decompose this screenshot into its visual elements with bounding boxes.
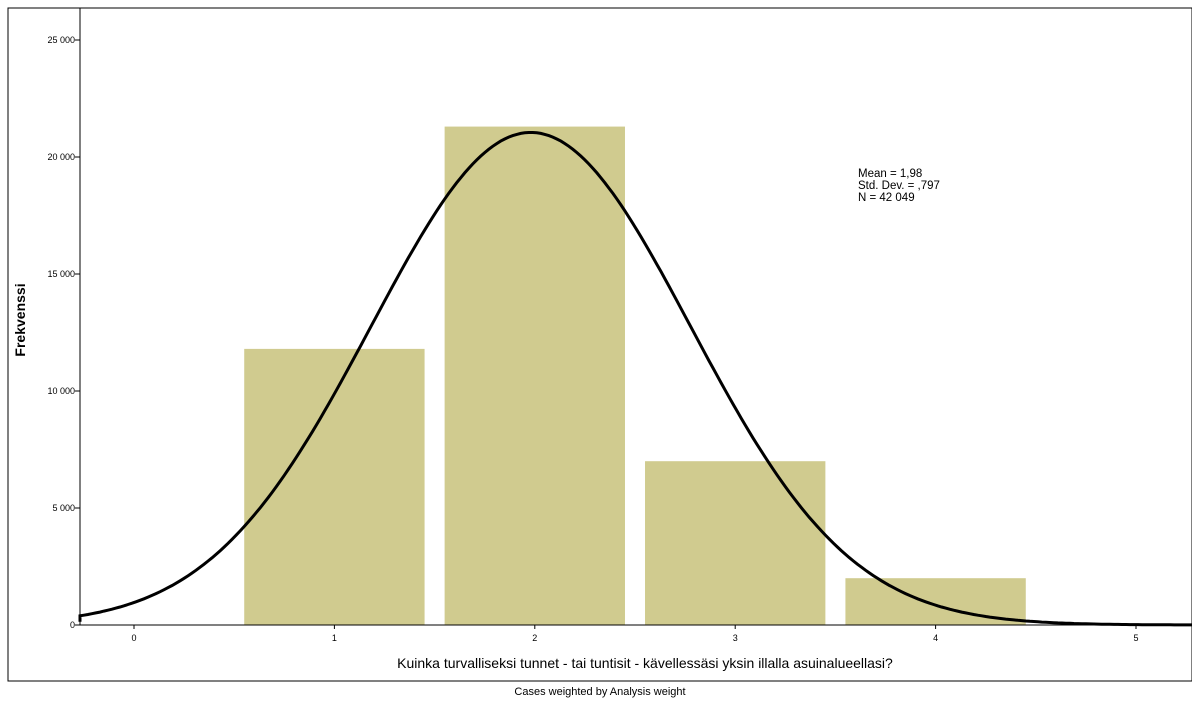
x-tick-label: 0 [131,633,136,643]
y-tick-label: 15 000 [47,269,75,279]
stat-mean: Mean = 1,98 [858,168,922,180]
x-tick-label: 1 [332,633,337,643]
stats-box: Mean = 1,98 Std. Dev. = ,797 N = 42 049 [858,168,940,204]
y-tick-label: 25 000 [47,35,75,45]
y-axis-title: Frekvenssi [12,283,28,356]
y-axis: 0 5 000 10 000 15 000 20 000 25 000 [47,8,81,630]
y-tick-label: 5 000 [52,503,75,513]
x-tick-label: 2 [532,633,537,643]
x-axis: 0 1 2 3 4 5 [80,624,1192,643]
y-tick-label: 10 000 [47,386,75,396]
y-tick-label: 0 [70,620,75,630]
normal-curve [78,131,1192,627]
histogram-bar [444,126,625,625]
x-tick-label: 4 [933,633,938,643]
histogram-bar [645,461,826,625]
x-tick-label: 5 [1133,633,1138,643]
stat-std-dev: Std. Dev. = ,797 [858,180,940,192]
histogram-bar [244,348,425,625]
x-tick-label: 3 [733,633,738,643]
stat-n: N = 42 049 [858,192,915,204]
x-axis-title: Kuinka turvalliseksi tunnet - tai tuntis… [397,655,893,671]
footer-note: Cases weighted by Analysis weight [514,686,685,698]
plot-area [78,126,1192,627]
y-tick-label: 20 000 [47,152,75,162]
